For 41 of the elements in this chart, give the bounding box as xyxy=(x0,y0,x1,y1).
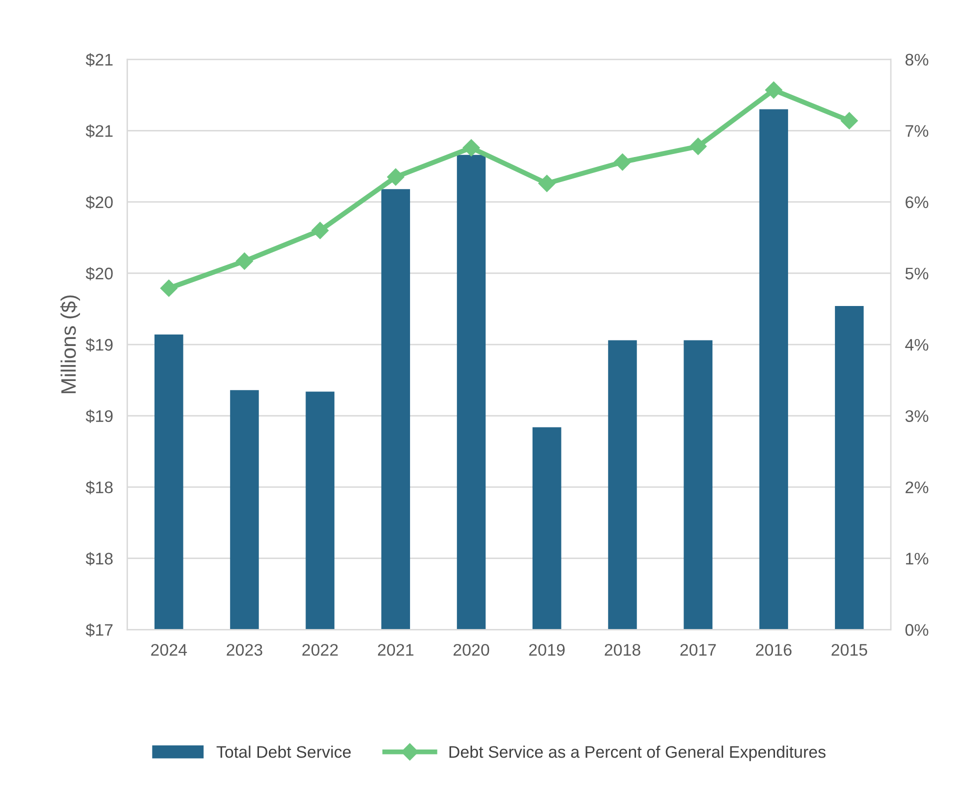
y-tick-label: $19 xyxy=(86,410,113,423)
y2-tick-label: 0% xyxy=(905,624,928,636)
x-tick-label: 2021 xyxy=(378,644,414,656)
y2-tick-label: 6% xyxy=(906,196,928,208)
legend-label: Debt Service as a Percent of General Expenditures xyxy=(450,746,826,762)
x-tick-label: 2022 xyxy=(302,644,338,656)
y2-tick-label: 3% xyxy=(905,410,928,422)
point xyxy=(690,138,707,155)
x-tick-label: 2023 xyxy=(226,644,262,656)
point xyxy=(765,82,782,99)
y2-tick-label: 8% xyxy=(906,54,928,66)
legend-label: Total Debt Service xyxy=(216,746,351,758)
point xyxy=(160,280,178,297)
x-tick-label: 2018 xyxy=(604,644,640,656)
point xyxy=(614,153,632,171)
x-tick-label: 2017 xyxy=(680,644,716,656)
x-tick-label: 2024 xyxy=(151,644,187,656)
point xyxy=(840,112,858,130)
point xyxy=(312,222,329,240)
y-tick-label: $21 xyxy=(86,53,113,67)
x-tick-label: 2020 xyxy=(454,644,490,656)
y2-tick-label: 5% xyxy=(905,268,928,280)
y-tick-label: $18 xyxy=(86,552,113,566)
y2-tick-label: 4% xyxy=(905,338,928,351)
point xyxy=(538,174,556,192)
y-tick-label: $19 xyxy=(86,338,113,352)
y-axis-title: Millions ($) xyxy=(60,295,80,394)
point xyxy=(236,252,254,270)
y-tick-label: $17 xyxy=(86,623,113,637)
y2-tick-label: 7% xyxy=(906,125,928,137)
point xyxy=(462,139,480,156)
y-tick-label: $20 xyxy=(86,266,113,280)
y-tick-label: $20 xyxy=(86,196,113,210)
y-tick-label: $21 xyxy=(86,124,113,138)
x-tick-label: 2019 xyxy=(529,644,565,656)
y-tick-label: $18 xyxy=(86,480,113,494)
x-tick-label: 2016 xyxy=(756,644,792,656)
x-tick-label: 2015 xyxy=(832,644,868,656)
y2-tick-label: 2% xyxy=(906,481,928,494)
y2-tick-label: 1% xyxy=(906,552,928,564)
point xyxy=(387,168,404,186)
